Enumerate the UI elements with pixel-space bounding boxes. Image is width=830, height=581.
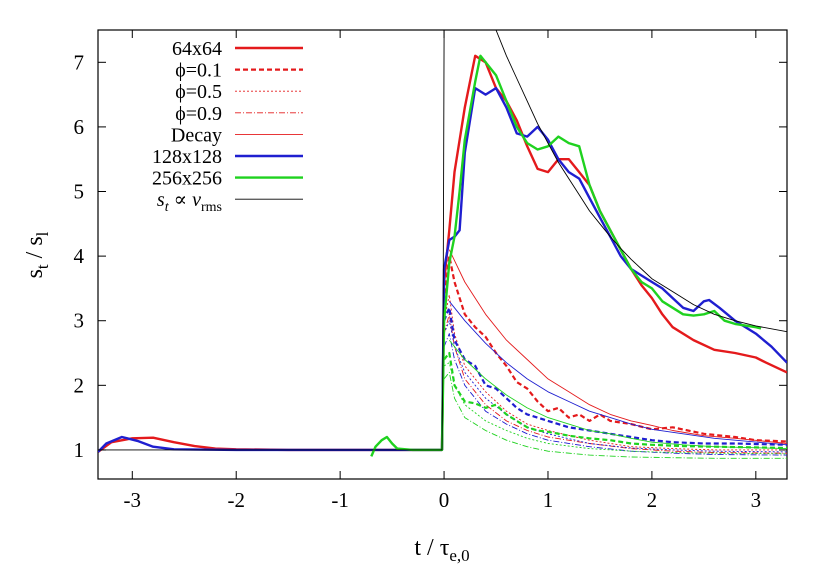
y-tick-label: 1 — [74, 438, 85, 462]
series-line-2 — [443, 294, 787, 451]
y-axis-label-s: s — [22, 269, 48, 278]
x-tick-label: -2 — [227, 488, 245, 512]
series-line-16 — [495, 30, 787, 333]
x-tick-label: 3 — [751, 488, 762, 512]
x-axis-label-sub: e,0 — [449, 546, 469, 565]
x-tick-label: 0 — [439, 488, 450, 512]
series-line-9 — [448, 301, 787, 446]
y-axis-label-sub-l: l — [33, 231, 52, 236]
x-tick-label: 2 — [647, 488, 658, 512]
y-tick-label: 7 — [74, 50, 85, 74]
legend-label-4: Decay — [171, 124, 222, 146]
legend-label-6: 256x256 — [152, 168, 222, 190]
series-line-15 — [98, 30, 445, 451]
y-axis-label-sep: / s — [22, 236, 48, 264]
y-tick-label: 2 — [74, 373, 85, 397]
plot-frame — [97, 29, 788, 480]
y-tick-label: 3 — [74, 309, 85, 333]
legend: 64x64ϕ=0.1ϕ=0.5ϕ=0.9Decay128x128256x256s… — [152, 38, 303, 215]
y-tick-label: 6 — [74, 115, 85, 139]
x-tick-label: -1 — [331, 488, 349, 512]
series-line-11 — [443, 351, 787, 450]
ticks-layer: -3 -2 -1 0 1 2 3 1 2 3 4 5 6 7 — [74, 30, 787, 512]
legend-label-5: 128x128 — [152, 146, 222, 168]
legend-label-0: 64x64 — [172, 38, 222, 60]
series-line-1 — [443, 255, 787, 443]
y-tick-label: 4 — [74, 244, 85, 268]
series-line-6 — [443, 306, 787, 446]
x-axis-label: t / τe,0 — [414, 535, 469, 565]
series-layer — [98, 30, 787, 459]
series-line-4 — [448, 249, 787, 444]
legend-label-2: ϕ=0.5 — [175, 81, 222, 103]
legend-label-1: ϕ=0.1 — [175, 60, 222, 82]
series-line-3 — [443, 313, 787, 454]
x-tick-label: -3 — [124, 488, 142, 512]
series-line-12 — [443, 362, 787, 455]
y-axis-label-sub-t: t — [33, 264, 52, 269]
x-axis-label-main: t / τ — [414, 535, 449, 561]
series-line-14 — [448, 339, 787, 450]
y-tick-label: 5 — [74, 180, 85, 204]
y-axis-label: st / sl — [22, 231, 52, 278]
series-line-13 — [443, 371, 787, 459]
series-line-8 — [443, 333, 787, 456]
legend-label-7: st ∝ vrms — [157, 189, 222, 215]
x-tick-label: 1 — [543, 488, 554, 512]
legend-label-3: ϕ=0.9 — [175, 103, 222, 125]
series-line-10 — [370, 54, 762, 457]
